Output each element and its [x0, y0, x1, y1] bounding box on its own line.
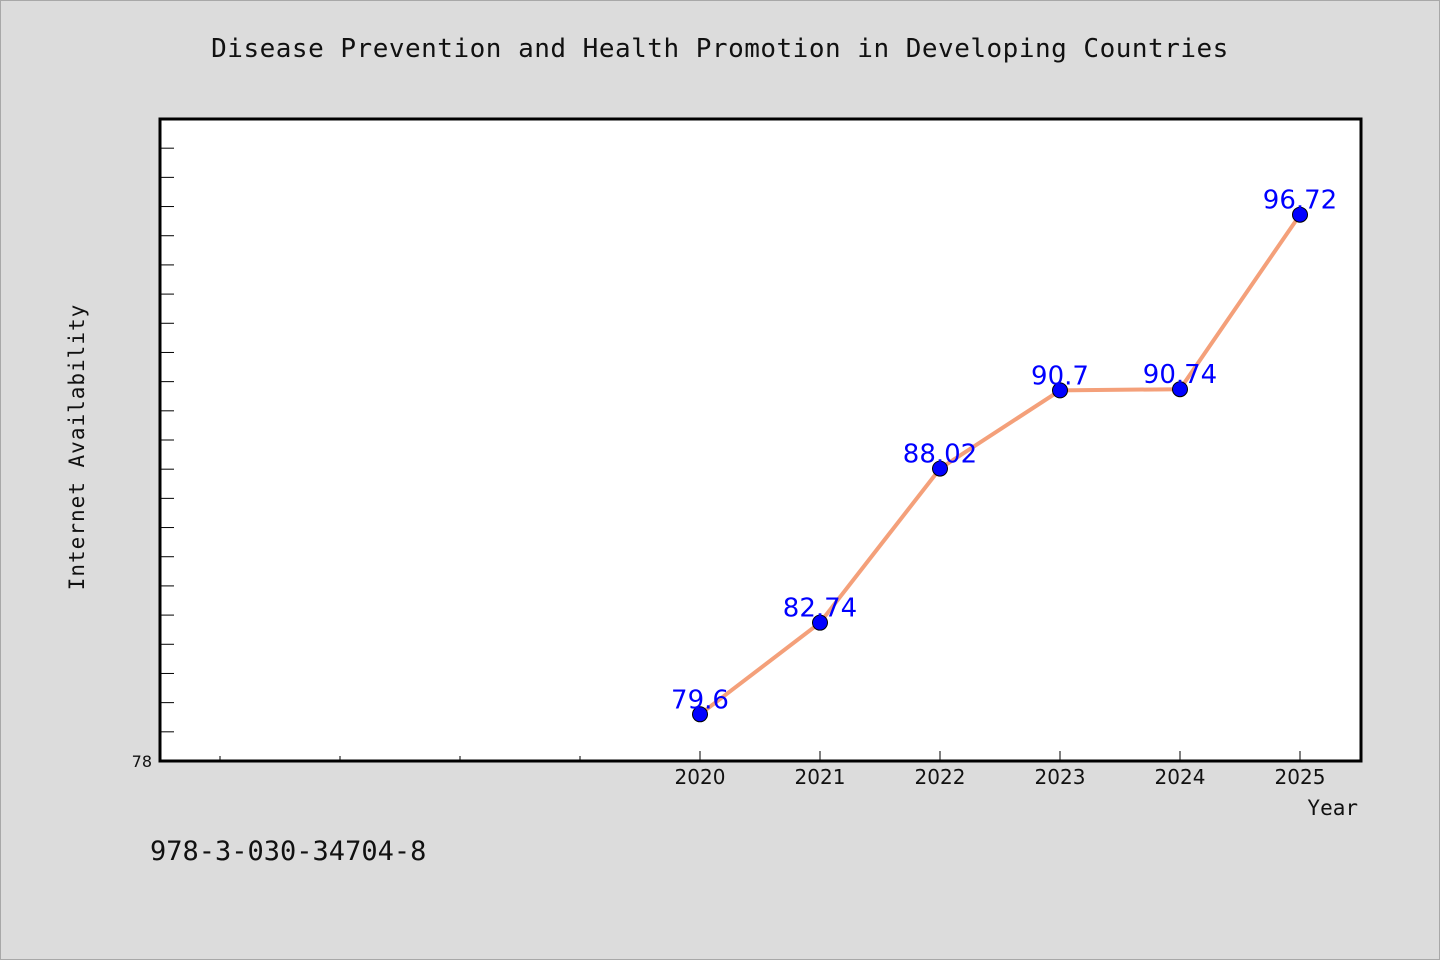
data-point: [932, 460, 948, 477]
series-lines: [698, 212, 1302, 717]
x-tick-label: 2025: [1275, 765, 1326, 789]
data-point: [1052, 382, 1068, 399]
data-label: 90.74: [1143, 360, 1217, 390]
plot-area: [158, 117, 1363, 763]
series-line: [698, 212, 1302, 717]
x-tick-label: 2024: [1155, 765, 1206, 789]
y-axis-ticks: 78: [132, 147, 174, 771]
data-label: 90.7: [1031, 361, 1089, 391]
data-label: 79.6: [671, 685, 729, 715]
data-point: [1292, 206, 1308, 223]
footer-identifier: 978-3-030-34704-8: [150, 836, 427, 867]
data-point: [1172, 381, 1188, 398]
data-label: 96.72: [1263, 186, 1337, 216]
data-label: 82.74: [783, 594, 857, 624]
chart-title: Disease Prevention and Health Promotion …: [211, 34, 1229, 64]
data-markers: [692, 206, 1308, 723]
x-axis-label: Year: [1307, 796, 1358, 820]
x-tick-label: 2022: [915, 765, 966, 789]
data-point: [812, 614, 828, 631]
x-tick-label: 2023: [1035, 765, 1086, 789]
data-labels: 79.6 82.74 88.02 90.7 90.74 96.72: [671, 186, 1337, 716]
y-tick-label: 78: [132, 752, 152, 771]
x-tick-label: 2020: [675, 765, 726, 789]
data-point: [692, 706, 708, 723]
data-label: 88.02: [903, 440, 977, 470]
x-axis-ticks: 2020 2021 2022 2023 2024 2025: [219, 751, 1326, 789]
x-tick-label: 2021: [795, 765, 846, 789]
